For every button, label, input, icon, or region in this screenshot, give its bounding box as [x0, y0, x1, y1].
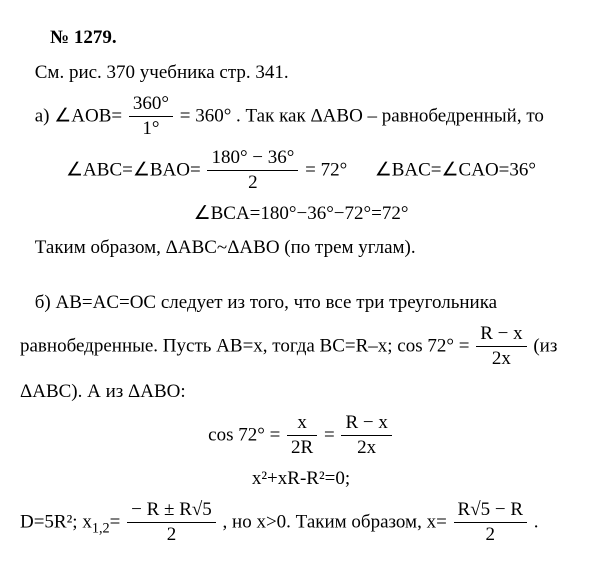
- conc-a-text: Таким образом, ΔABC~ΔABO (по трем углам)…: [35, 237, 416, 258]
- final-pre: D=5R²; x: [20, 512, 92, 533]
- frac-num: R − x: [476, 323, 526, 347]
- final-eq: =: [110, 512, 121, 533]
- frac-180-36: 180° − 36° 2: [207, 147, 298, 195]
- frac-num: R√5 − R: [454, 499, 528, 523]
- part-a-line: а) ∠AOB= 360° 1° = 360° . Так как ΔABO –…: [20, 93, 582, 141]
- eq-a1-right: ∠BAC=∠CAO=36°: [375, 160, 536, 181]
- part-b2-pre: равнобедренные. Пусть AB=x, тогда BC=R–x…: [20, 336, 469, 357]
- frac-num: 360°: [129, 93, 173, 117]
- part-a-prefix: а) ∠AOB=: [35, 106, 122, 127]
- part-b-line2: равнобедренные. Пусть AB=x, тогда BC=R–x…: [20, 323, 582, 371]
- eq-b2-text: x²+xR-R²=0;: [252, 468, 350, 489]
- frac-den: 2x: [341, 436, 391, 461]
- frac-pm: − R ± R√5 2: [127, 499, 216, 547]
- eq-a2-text: ∠BCA=180°−36°−72°=72°: [194, 203, 409, 224]
- eq-a1-left: ∠ABC=∠BAO=: [66, 160, 201, 181]
- part-b-line3: ΔABC). А из ΔABO:: [20, 378, 582, 407]
- frac-rx-2x: R − x 2x: [476, 323, 526, 371]
- part-b3-text: ΔABC). А из ΔABO:: [20, 381, 186, 402]
- frac-x-2r: x 2R: [287, 412, 317, 460]
- frac-num: − R ± R√5: [127, 499, 216, 523]
- frac-den: 2: [127, 523, 216, 548]
- final-line: D=5R²; x1,2= − R ± R√5 2 , но x>0. Таким…: [20, 499, 582, 547]
- part-b-line1: б) AB=AC=OC следует из того, что все три…: [20, 289, 582, 318]
- frac-den: 2: [454, 523, 528, 548]
- eq-b1: cos 72° = x 2R = R − x 2x: [20, 412, 582, 460]
- ref-text: См. рис. 370 учебника стр. 341.: [35, 62, 289, 83]
- part-b2-post: (из: [533, 336, 557, 357]
- frac-num: x: [287, 412, 317, 436]
- conclusion-a: Таким образом, ΔABC~ΔABO (по трем углам)…: [20, 234, 582, 263]
- part-a-after: = 360° . Так как ΔABO – равнобедренный, …: [180, 106, 544, 127]
- final-mid: , но x>0. Таким образом, x=: [223, 512, 447, 533]
- frac-den: 2R: [287, 436, 317, 461]
- part-b1-text: б) AB=AC=OC следует из того, что все три…: [35, 292, 497, 313]
- frac-rx-2x-2: R − x 2x: [341, 412, 391, 460]
- eq-b1-pre: cos 72° =: [208, 425, 285, 446]
- frac-num: 180° − 36°: [207, 147, 298, 171]
- header-label: № 1279.: [50, 27, 117, 48]
- eq-a1-mid: = 72°: [305, 160, 347, 181]
- frac-num: R − x: [341, 412, 391, 436]
- final-sub: 1,2: [92, 521, 110, 537]
- final-post: .: [534, 512, 539, 533]
- problem-number: № 1279.: [20, 24, 582, 53]
- frac-den: 2x: [476, 347, 526, 372]
- frac-360-1: 360° 1°: [129, 93, 173, 141]
- eq-b1-mid: =: [324, 425, 339, 446]
- reference-line: См. рис. 370 учебника стр. 341.: [20, 59, 582, 88]
- eq-a1: ∠ABC=∠BAO= 180° − 36° 2 = 72° ∠BAC=∠CAO=…: [20, 147, 582, 195]
- eq-b2: x²+xR-R²=0;: [20, 465, 582, 494]
- eq-a2: ∠BCA=180°−36°−72°=72°: [20, 200, 582, 229]
- frac-den: 2: [207, 171, 298, 196]
- frac-ans: R√5 − R 2: [454, 499, 528, 547]
- frac-den: 1°: [129, 117, 173, 142]
